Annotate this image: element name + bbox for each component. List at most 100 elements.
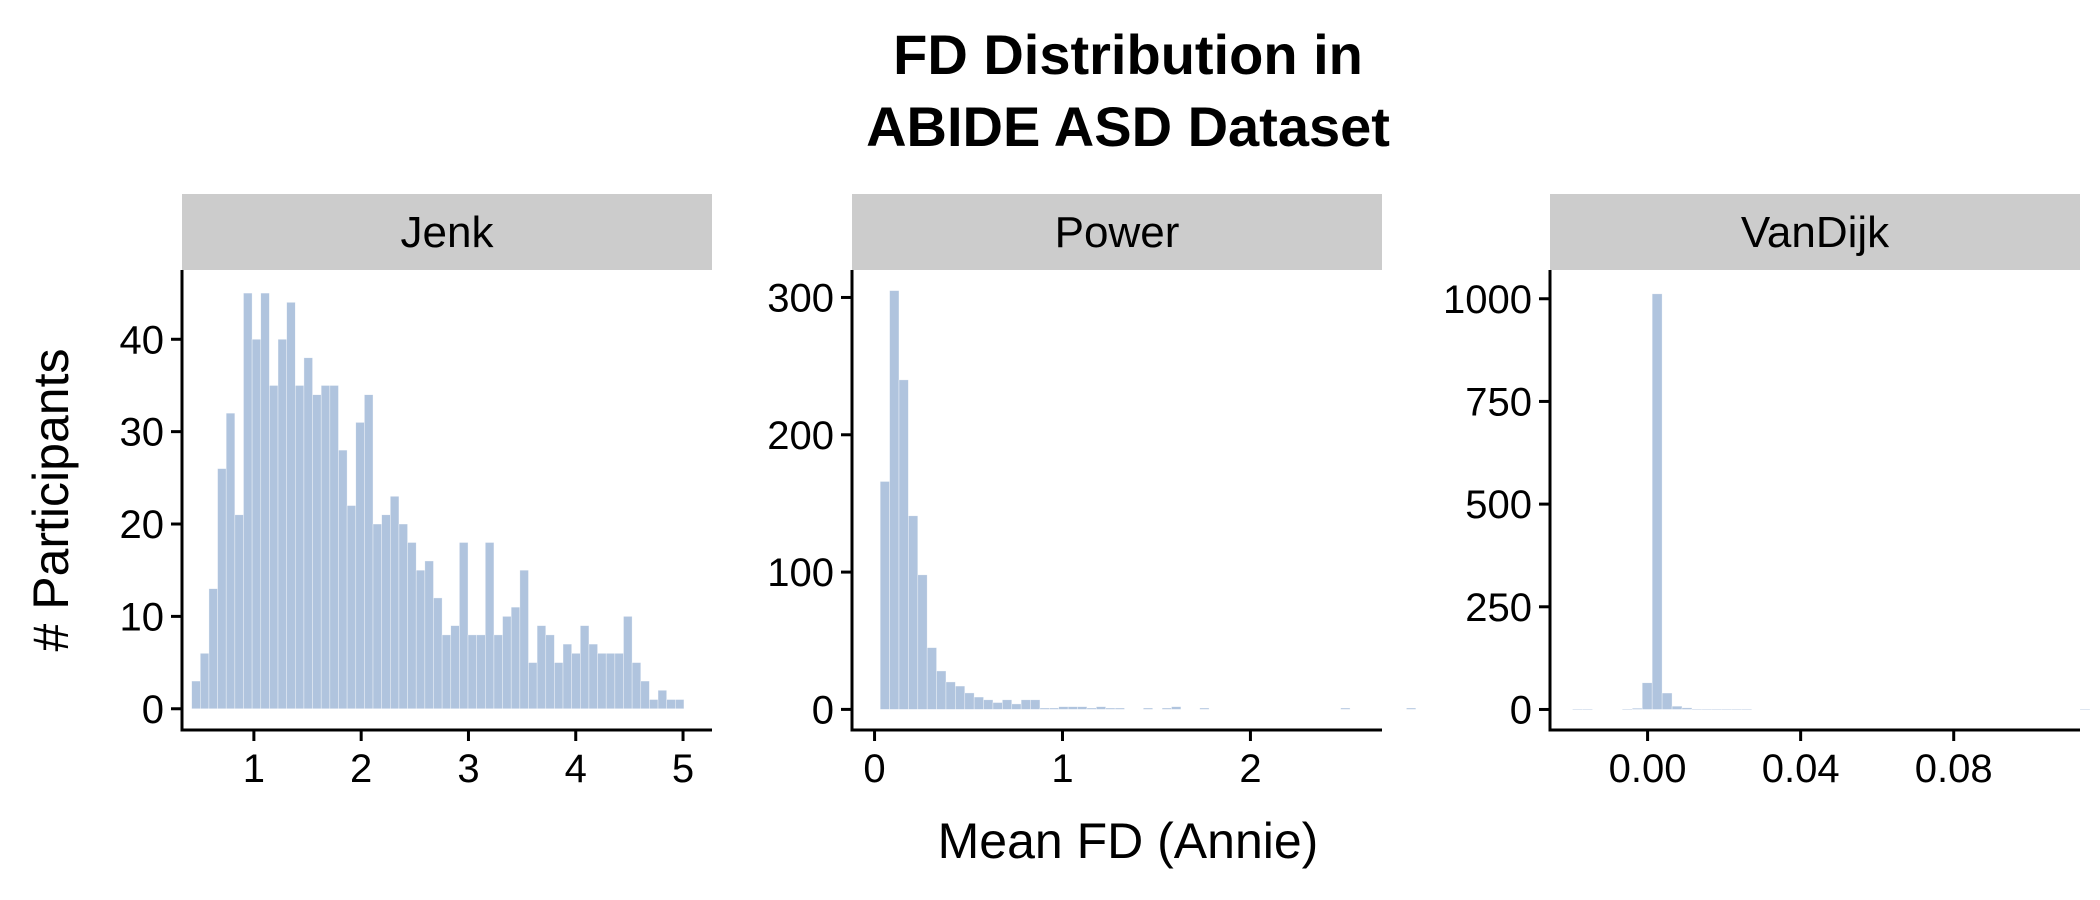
bar-jenk	[459, 542, 469, 710]
bar-power	[973, 696, 984, 710]
bar-power	[955, 685, 966, 710]
y-tick-label-jenk: 20	[120, 503, 165, 547]
bar-power	[1049, 707, 1060, 710]
bar-power	[964, 692, 975, 710]
bar-jenk	[605, 653, 616, 710]
bar-power	[1199, 707, 1210, 710]
bar-vandijk	[1572, 708, 1583, 711]
bar-jenk	[528, 662, 538, 710]
bar-power	[1114, 707, 1125, 710]
bar-power	[936, 670, 947, 710]
bar-vandijk	[1582, 708, 1593, 711]
y-tick-label-vandijk: 750	[1465, 380, 1532, 424]
bar-jenk	[199, 653, 210, 710]
y-tick-label-jenk: 0	[142, 688, 164, 732]
bar-power	[992, 702, 1003, 710]
bar-jenk	[234, 514, 244, 710]
y-tick-label-vandijk: 0	[1510, 688, 1532, 732]
bar-jenk	[450, 625, 460, 710]
strip-label-vandijk: VanDijk	[1741, 208, 1890, 257]
x-tick-label-jenk: 4	[565, 747, 587, 791]
bar-jenk	[277, 338, 287, 710]
bar-jenk	[441, 634, 452, 710]
x-tick-label-jenk: 2	[350, 747, 372, 791]
bar-power	[917, 574, 928, 710]
bar-jenk	[269, 385, 279, 710]
panel-jenk: Jenk 0 10 20 30 40 1 2 3 4 5	[120, 194, 712, 791]
panel-vandijk: VanDijk 0 250 500 750 1000 0.00 0.04 0.08	[1443, 194, 2091, 791]
bar-jenk	[614, 653, 624, 710]
bar-power	[879, 481, 890, 710]
bar-jenk	[381, 514, 391, 710]
bar-power	[1011, 703, 1022, 710]
strip-vandijk	[1550, 194, 2080, 270]
x-tick-label-jenk: 5	[672, 747, 694, 791]
strip-jenk	[182, 194, 712, 270]
bars-jenk	[191, 292, 685, 710]
bar-jenk	[640, 680, 650, 710]
bar-jenk	[597, 653, 607, 710]
y-tick-label-jenk: 30	[120, 411, 165, 455]
bar-vandijk	[1731, 708, 1743, 711]
x-axis-title: Mean FD (Annie)	[938, 813, 1319, 869]
y-tick-label-vandijk: 250	[1465, 586, 1532, 630]
x-tick-label-power: 1	[1051, 747, 1073, 791]
bar-jenk	[519, 569, 529, 710]
bar-vandijk	[1661, 692, 1673, 710]
bar-jenk	[225, 412, 236, 710]
x-tick-label-power: 2	[1239, 747, 1261, 791]
y-axis-title: # Participants	[23, 349, 79, 652]
chart-title-line-1: FD Distribution in	[893, 23, 1363, 86]
bar-power	[1406, 707, 1417, 710]
bar-jenk	[191, 680, 201, 710]
bar-jenk	[675, 699, 685, 710]
bar-jenk	[467, 634, 477, 710]
bar-jenk	[303, 357, 313, 710]
bar-power	[1077, 706, 1088, 710]
bar-vandijk	[1622, 708, 1633, 711]
bar-power	[1171, 706, 1182, 710]
bar-power	[908, 515, 919, 710]
bars-vandijk	[1572, 293, 2091, 711]
bar-power	[926, 647, 937, 710]
bar-jenk	[286, 302, 296, 710]
bar-jenk	[260, 292, 270, 710]
bar-jenk	[545, 634, 555, 710]
strip-label-power: Power	[1055, 208, 1180, 257]
bar-jenk	[657, 689, 667, 710]
bar-vandijk	[1711, 708, 1723, 711]
strip-label-jenk: Jenk	[401, 208, 495, 257]
bar-vandijk	[1691, 708, 1703, 711]
bar-jenk	[571, 653, 581, 710]
x-tick-label-vandijk: 0.08	[1915, 747, 1993, 791]
bar-power	[1161, 707, 1172, 710]
bar-jenk	[536, 625, 547, 710]
x-tick-label-jenk: 1	[243, 747, 265, 791]
bar-jenk	[329, 385, 339, 710]
bar-power	[1058, 706, 1069, 710]
x-tick-label-power: 0	[863, 747, 885, 791]
y-tick-label-vandijk: 1000	[1443, 278, 1532, 322]
bar-jenk	[631, 662, 642, 710]
bar-vandijk	[1641, 682, 1653, 710]
bar-vandijk	[1701, 708, 1713, 711]
x-tick-label-vandijk: 0.00	[1609, 747, 1687, 791]
y-tick-label-vandijk: 500	[1465, 483, 1532, 527]
bar-power	[1096, 706, 1107, 710]
strip-power	[852, 194, 1382, 270]
bar-jenk	[476, 634, 486, 710]
bar-jenk	[623, 616, 633, 710]
bar-jenk	[338, 449, 348, 710]
bar-jenk	[320, 385, 331, 710]
bar-jenk	[666, 699, 676, 710]
y-tick-label-power: 100	[767, 551, 834, 595]
y-tick-label-power: 0	[812, 688, 834, 732]
y-tick-label-jenk: 40	[120, 318, 165, 362]
bar-power	[898, 379, 909, 710]
bar-jenk	[424, 560, 434, 710]
y-tick-label-power: 300	[767, 276, 834, 320]
facet-panels: Jenk 0 10 20 30 40 1 2 3 4 5 Power 0 100 200 300 0 1 2 VanD…	[120, 194, 2091, 791]
x-tick-label-vandijk: 0.04	[1762, 747, 1840, 791]
bar-power	[945, 681, 956, 710]
bar-jenk	[243, 292, 253, 710]
